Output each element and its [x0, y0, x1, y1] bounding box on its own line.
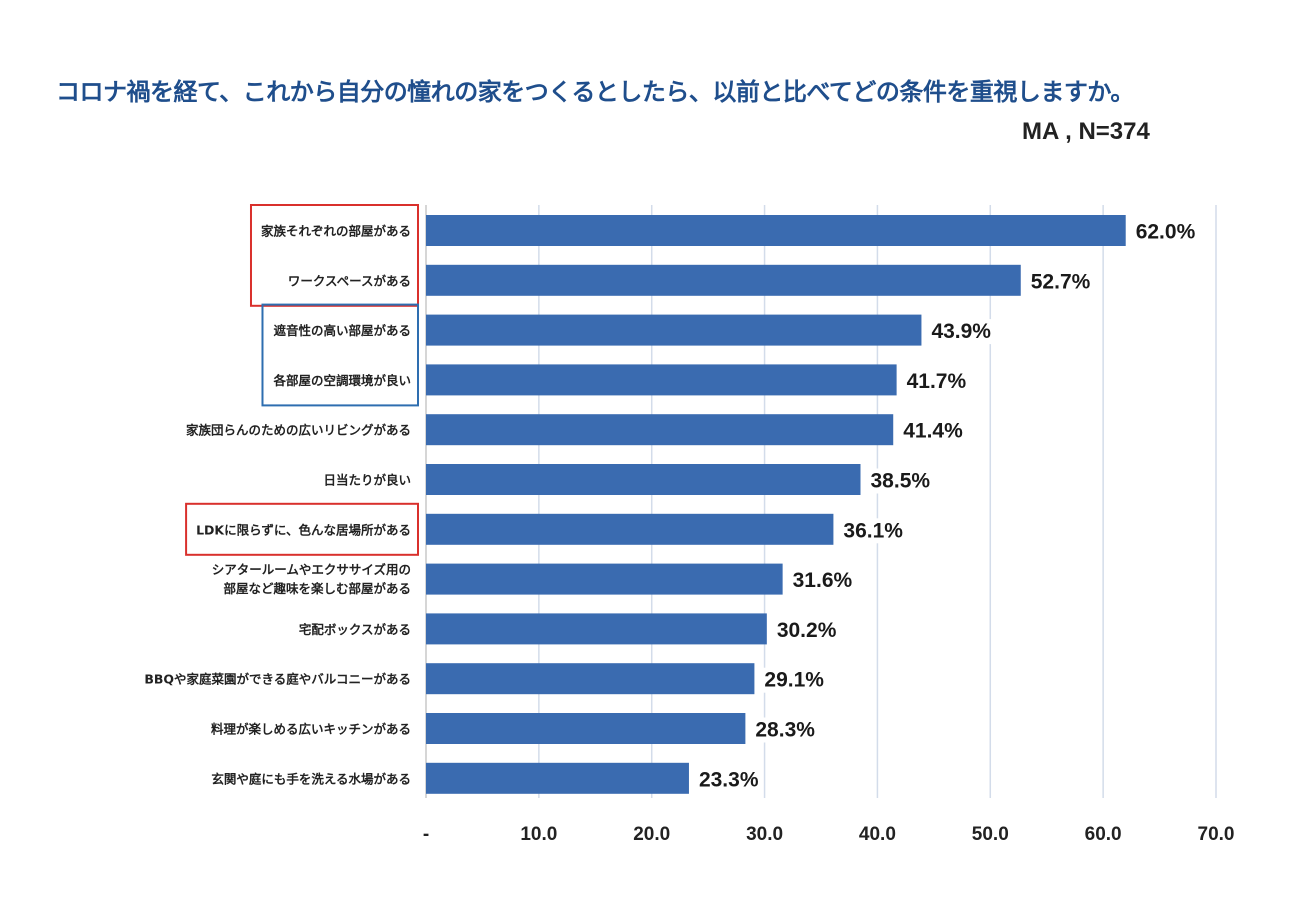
category-label: 家族団らんのための広いリビングがある — [186, 423, 411, 438]
blue-highlight-box — [261, 303, 419, 407]
bar — [426, 513, 834, 545]
category-label: BBQや家庭菜園ができる庭やバルコニーがある — [144, 672, 411, 687]
highlight-boxes — [185, 204, 419, 556]
value-label: 41.7% — [907, 370, 967, 393]
category-label: 部屋など趣味を楽しむ部屋がある — [223, 581, 411, 596]
bar — [426, 464, 861, 495]
red-highlight-box — [249, 204, 419, 307]
category-label: ワークスペースがある — [288, 273, 411, 288]
red-highlight-box — [185, 502, 419, 556]
bar — [426, 613, 767, 645]
category-label: 各部屋の空調環境が良い — [272, 373, 411, 388]
value-label-bg — [752, 717, 819, 743]
value-label-bg — [1027, 269, 1094, 295]
value-label-bg — [840, 518, 907, 544]
bar — [426, 663, 755, 695]
category-labels: 家族それぞれの部屋があるワークスペースがある遮音性の高い部屋がある各部屋の空調環… — [144, 224, 411, 787]
value-label-bg — [773, 617, 840, 643]
value-label-bg — [761, 667, 828, 693]
value-label: 23.3% — [699, 768, 759, 791]
value-label: 62.0% — [1136, 221, 1196, 244]
value-label: 28.3% — [755, 719, 815, 742]
value-label-bg — [695, 767, 762, 793]
category-label: 家族それぞれの部屋がある — [261, 224, 411, 239]
bar — [426, 264, 1021, 296]
x-tick-label: 60.0 — [1085, 824, 1122, 845]
value-label: 31.6% — [793, 569, 853, 592]
chart-title: コロナ禍を経て、これから自分の憧れの家をつくるとしたら、以前と比べてどの条件を重… — [56, 78, 1134, 106]
bars — [426, 215, 1126, 794]
x-tick-label: 50.0 — [972, 824, 1009, 845]
category-label: シアタールームやエクササイズ用の — [212, 562, 411, 577]
bar — [426, 414, 894, 446]
x-tick-label: 30.0 — [746, 824, 783, 845]
bar — [426, 215, 1126, 246]
x-tick-label: 70.0 — [1198, 824, 1235, 845]
value-label-bg — [903, 368, 970, 394]
value-label: 38.5% — [871, 470, 931, 493]
category-label: 玄関や庭にも手を洗える水場がある — [211, 771, 411, 786]
category-label: 遮音性の高い部屋がある — [273, 323, 411, 338]
value-label-bg — [867, 468, 934, 494]
value-label-bg — [789, 568, 856, 594]
value-label: 41.4% — [903, 420, 963, 443]
value-label: 30.2% — [777, 619, 837, 642]
value-label-bg — [900, 418, 967, 444]
bar — [426, 713, 746, 744]
bar — [426, 314, 922, 346]
sample-note: MA , N=374 — [1022, 118, 1150, 145]
value-labels: 62.0% 52.7% 43.9% 41.7% 41.4% 38.5% 36.1% 31.6%… — [695, 219, 1199, 793]
value-label-bg — [928, 319, 995, 345]
category-label: 日当たりが良い — [323, 473, 411, 488]
category-label: 料理が楽しめる広いキッチンがある — [211, 722, 411, 737]
value-label: 43.9% — [931, 320, 991, 343]
value-label: 52.7% — [1031, 270, 1091, 293]
x-tick-label: 20.0 — [633, 824, 670, 845]
bar — [426, 563, 783, 595]
value-label: 29.1% — [764, 669, 824, 692]
grid-lines — [425, 205, 1217, 798]
x-tick-label: - — [423, 824, 429, 845]
category-label: 宅配ボックスがある — [299, 622, 411, 637]
x-tick-label: 40.0 — [859, 824, 896, 845]
bar — [426, 762, 689, 794]
bar — [426, 364, 897, 396]
x-axis-ticks: - 10.0 20.0 30.0 40.0 50.0 60.0 70.0 — [423, 824, 1235, 845]
x-tick-label: 10.0 — [520, 824, 557, 845]
value-label: 36.1% — [843, 519, 903, 542]
value-label-bg — [1132, 219, 1199, 245]
category-label: LDKに限らずに、色んな居場所がある — [196, 522, 411, 537]
